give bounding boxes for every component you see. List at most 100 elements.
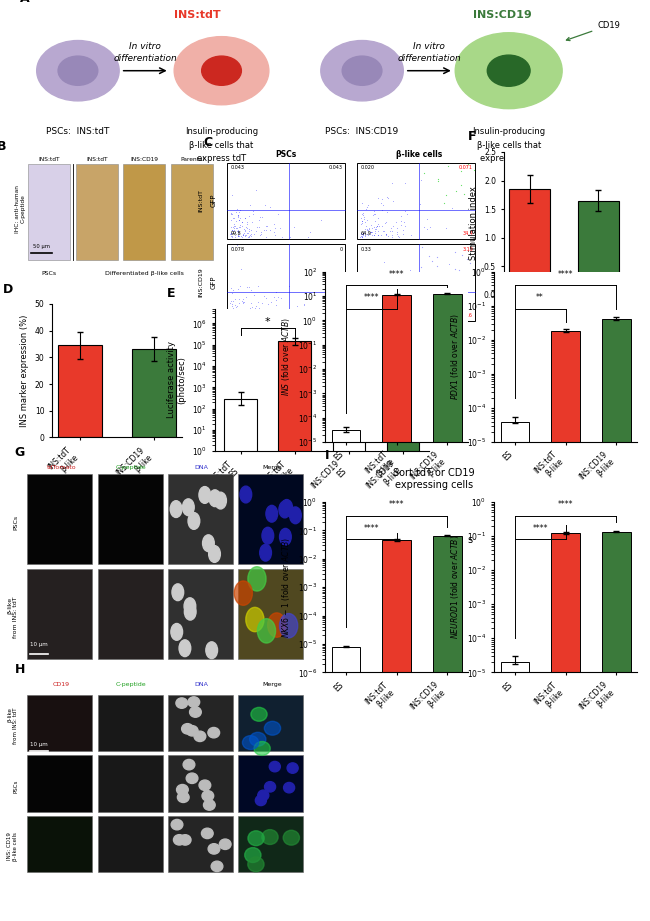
Point bbox=[285, 303, 295, 318]
Point bbox=[298, 306, 308, 321]
Point bbox=[368, 293, 378, 308]
Point bbox=[385, 305, 396, 320]
Point bbox=[370, 221, 380, 236]
Text: B: B bbox=[0, 140, 6, 153]
Point bbox=[432, 258, 442, 273]
Point bbox=[383, 191, 393, 205]
FancyBboxPatch shape bbox=[238, 695, 303, 752]
Point bbox=[370, 207, 380, 222]
Point bbox=[381, 215, 391, 229]
Point bbox=[416, 260, 426, 274]
Point bbox=[250, 309, 260, 324]
Point bbox=[356, 210, 367, 225]
Point bbox=[270, 309, 281, 324]
Point bbox=[369, 206, 380, 221]
Point bbox=[372, 307, 382, 321]
Bar bbox=[332, 430, 359, 921]
Point bbox=[235, 218, 246, 233]
Point bbox=[415, 278, 425, 293]
Point bbox=[358, 309, 369, 323]
Bar bbox=[509, 189, 550, 295]
Point bbox=[270, 285, 281, 299]
Point bbox=[452, 273, 462, 287]
Point bbox=[469, 162, 480, 177]
Point bbox=[392, 227, 402, 241]
Point bbox=[366, 298, 376, 313]
Point bbox=[357, 299, 367, 314]
Bar bbox=[382, 295, 411, 921]
Ellipse shape bbox=[266, 506, 278, 522]
Y-axis label: Luciferase activity
(photo/sec): Luciferase activity (photo/sec) bbox=[167, 342, 187, 418]
Text: GFP: GFP bbox=[211, 193, 216, 207]
Point bbox=[361, 200, 372, 215]
Point bbox=[365, 309, 375, 324]
Point bbox=[377, 203, 387, 217]
Point bbox=[226, 188, 237, 203]
Ellipse shape bbox=[279, 501, 291, 518]
Point bbox=[362, 310, 372, 325]
Point bbox=[240, 227, 251, 242]
Ellipse shape bbox=[179, 640, 190, 657]
Point bbox=[242, 305, 252, 320]
FancyBboxPatch shape bbox=[168, 816, 233, 872]
Text: H: H bbox=[14, 663, 25, 676]
Point bbox=[396, 308, 407, 322]
Text: DNA: DNA bbox=[194, 682, 209, 687]
Point bbox=[395, 218, 406, 233]
Point bbox=[372, 309, 382, 324]
Bar bbox=[603, 320, 630, 921]
Point bbox=[367, 227, 378, 242]
Point bbox=[371, 298, 382, 313]
Point bbox=[237, 229, 248, 244]
Point bbox=[436, 280, 446, 295]
Point bbox=[261, 222, 272, 237]
Point bbox=[376, 196, 387, 211]
Point bbox=[241, 310, 252, 325]
Point bbox=[388, 193, 398, 208]
Point bbox=[226, 228, 236, 243]
Point bbox=[234, 308, 244, 322]
Point bbox=[367, 221, 378, 236]
Point bbox=[369, 220, 379, 235]
Point bbox=[268, 290, 279, 305]
Point bbox=[235, 279, 246, 294]
Point bbox=[406, 227, 417, 242]
Point bbox=[357, 306, 367, 321]
Point bbox=[376, 227, 386, 242]
Point bbox=[396, 277, 407, 292]
Point bbox=[241, 289, 252, 304]
Point bbox=[227, 219, 238, 234]
Point bbox=[235, 203, 245, 217]
Text: INS: CD19
β-like cells: INS: CD19 β-like cells bbox=[7, 833, 18, 861]
Point bbox=[382, 204, 393, 219]
Point bbox=[226, 294, 236, 309]
Text: 10 μm: 10 μm bbox=[30, 642, 48, 647]
Text: 99.8: 99.8 bbox=[231, 231, 241, 236]
Point bbox=[244, 197, 255, 212]
Point bbox=[231, 221, 241, 236]
Point bbox=[260, 306, 270, 321]
Point bbox=[239, 222, 250, 237]
Point bbox=[376, 302, 386, 317]
Point bbox=[362, 223, 372, 238]
Ellipse shape bbox=[36, 41, 119, 101]
Y-axis label: $\mathit{NKX6-1}$ (fold over $\mathit{ACTB}$): $\mathit{NKX6-1}$ (fold over $\mathit{AC… bbox=[280, 536, 292, 638]
Bar bbox=[332, 647, 359, 921]
Point bbox=[231, 205, 242, 220]
Point bbox=[377, 192, 387, 206]
Point bbox=[454, 276, 465, 291]
Point bbox=[366, 308, 376, 322]
Point bbox=[373, 276, 384, 291]
Ellipse shape bbox=[58, 56, 98, 86]
Point bbox=[423, 249, 434, 263]
Point bbox=[421, 308, 431, 322]
Point bbox=[234, 296, 244, 310]
Point bbox=[237, 303, 247, 318]
Point bbox=[358, 227, 368, 242]
Point bbox=[255, 306, 265, 321]
Bar bbox=[382, 541, 411, 921]
Ellipse shape bbox=[194, 731, 206, 741]
Point bbox=[381, 227, 391, 241]
Point bbox=[233, 228, 243, 243]
FancyBboxPatch shape bbox=[358, 163, 475, 239]
